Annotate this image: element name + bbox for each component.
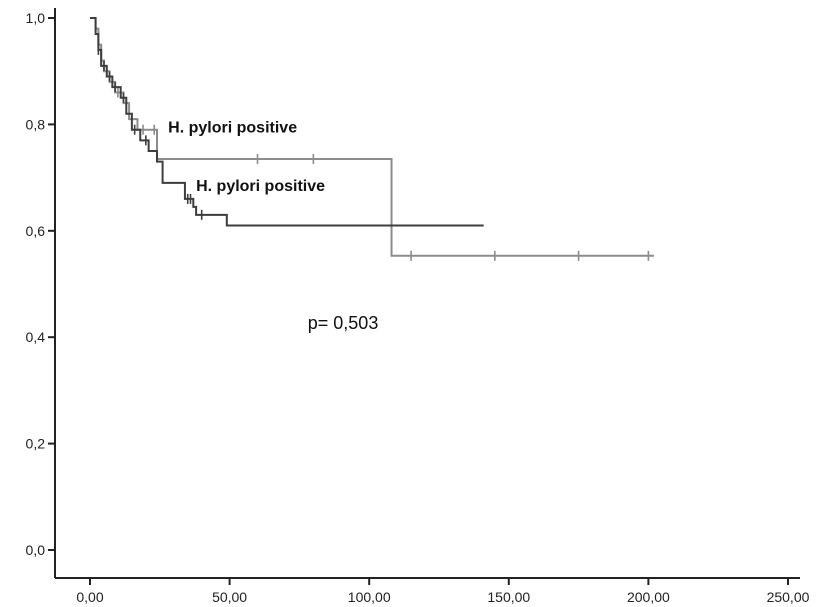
series-label: H. pylori positive — [168, 119, 297, 136]
y-tick-label: 0,8 — [26, 116, 46, 132]
km-curve-line — [90, 17, 654, 257]
x-tick-label: 100,00 — [348, 589, 391, 605]
p-value-label: p= 0,503 — [308, 313, 379, 333]
x-tick-label: 150,00 — [487, 589, 530, 605]
y-tick-label: 0,6 — [26, 223, 46, 239]
series-layer — [90, 17, 654, 261]
y-tick-label: 1,0 — [26, 10, 46, 26]
x-tick-label: 50,00 — [212, 589, 247, 605]
axes: 0,0 0,2 0,4 0,6 0,8 1,0 0,00 50,00 100,00 150,00 2… — [26, 8, 810, 605]
y-tick-label: 0,2 — [26, 436, 46, 452]
x-tick-label: 250,00 — [767, 589, 810, 605]
series-label: H. pylori positive — [196, 178, 325, 195]
annotation-layer: H. pylori positive H. pylori positive p= 0… — [168, 119, 378, 333]
km-curve-line — [90, 17, 484, 227]
km-series-2 — [90, 17, 484, 227]
y-tick-label: 0,4 — [26, 329, 46, 345]
x-tick-label: 0,00 — [76, 589, 103, 605]
x-tick-label: 200,00 — [627, 589, 670, 605]
km-series-1 — [90, 17, 654, 261]
y-tick-label: 0,0 — [26, 542, 46, 558]
